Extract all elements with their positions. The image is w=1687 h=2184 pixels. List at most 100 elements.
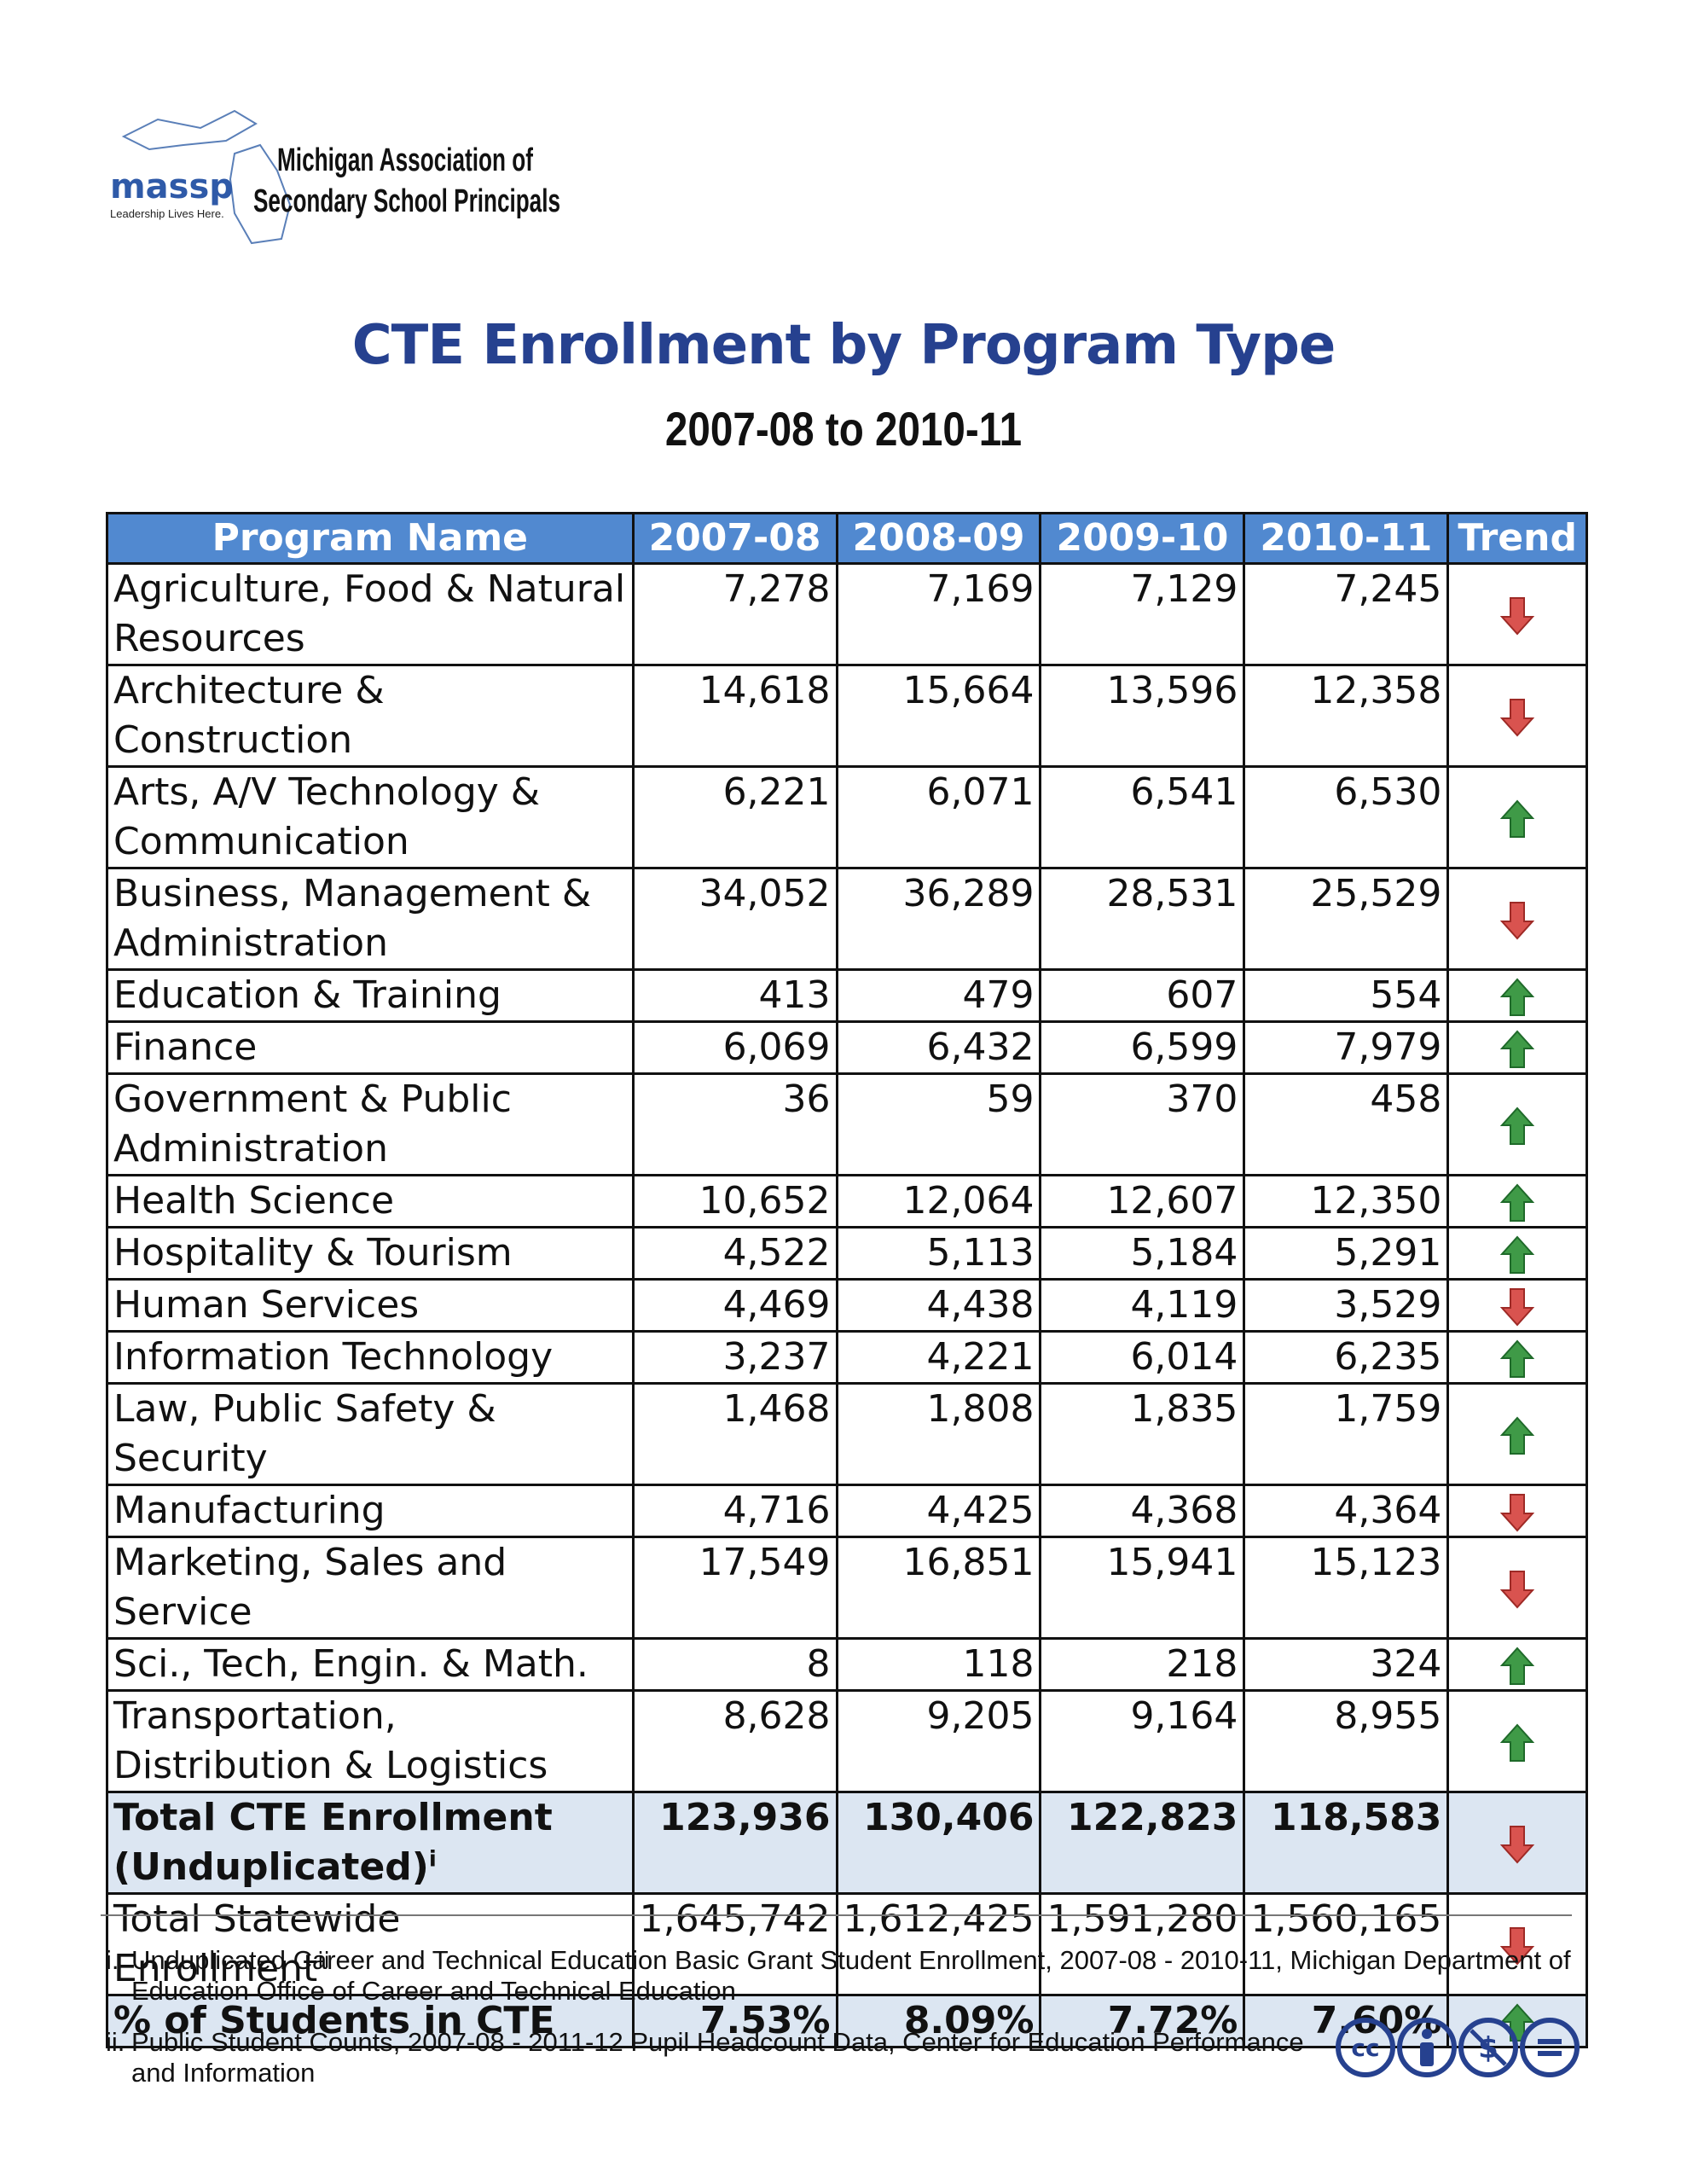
footnote-text: Unduplicated Career and Technical Educat… [131,1945,1571,2006]
enrollment-value: 118,583 [1243,1791,1450,1895]
enrollment-value: 1,759 [1243,1382,1450,1486]
trend-arrow [1499,1288,1535,1327]
enrollment-value: 7.72% [1039,1994,1246,2048]
program-name: Health Science [106,1174,635,1228]
logo: massp Leadership Lives Here. Michigan As… [110,109,560,245]
enrollment-value: 9,205 [835,1689,1042,1793]
trend-arrow [1499,1107,1535,1145]
enrollment-value: 8,955 [1243,1689,1450,1793]
program-name-text: Finance [113,1025,258,1069]
enrollment-value: 4,522 [631,1226,838,1281]
footnote: i. Unduplicated Career and Technical Educ… [106,1945,1573,2007]
enrollment-value: 1,808 [835,1382,1042,1486]
program-name-text: Human Services [113,1283,420,1327]
enrollment-value: 413 [631,968,838,1023]
trend-cell [1446,562,1588,666]
enrollment-value: 6,069 [631,1020,838,1075]
program-name-text: Health Science [113,1179,395,1223]
enrollment-value: 6,599 [1039,1020,1246,1075]
program-name-text: Sci., Tech, Engin. & Math. [113,1642,588,1686]
program-name-text: Marketing, Sales and Service [113,1541,507,1634]
table-row: Information Technology 3,237 4,221 6,014 6,2… [106,1330,1588,1385]
arrow-shape [1499,1288,1535,1327]
enrollment-value: 1,560,165 [1243,1892,1450,1996]
enrollment-value: 3,529 [1243,1278,1450,1333]
program-name-text: Manufacturing [113,1489,386,1532]
trend-arrow [1499,597,1535,636]
program-name: Transportation, Distribution & Logistics [106,1689,635,1793]
enrollment-table: Program Name 2007-08 2008-09 2009-10 2010-11… [106,512,1588,2048]
trend-cell [1446,968,1588,1023]
footnote-ref: i [428,1846,437,1873]
trend-arrow [1499,1571,1535,1609]
enrollment-value: 59 [835,1072,1042,1176]
arrow-shape [1499,699,1535,737]
enrollment-value: 554 [1243,968,1450,1023]
arrow-shape [1499,1647,1535,1685]
arrow-shape [1499,799,1535,838]
arrow-shape [1499,902,1535,940]
enrollment-value: 4,221 [835,1330,1042,1385]
arrow-shape [1499,1494,1535,1532]
column-header: 2010-11 [1243,512,1450,565]
trend-cell [1446,1689,1588,1793]
trend-cell [1446,765,1588,869]
program-name: Agriculture, Food & Natural Resources [106,562,635,666]
enrollment-value: 1,468 [631,1382,838,1486]
trend-arrow [1499,1416,1535,1455]
table-row: Total Statewide Enrollmentii 1,645,742 1,6… [106,1892,1588,1996]
trend-arrow [1499,978,1535,1016]
enrollment-value: 4,425 [835,1484,1042,1538]
trend-arrow [1499,1235,1535,1274]
enrollment-value: 4,119 [1039,1278,1246,1333]
logo-text: massp [110,167,234,206]
footnote-marker: i. [106,1945,119,1975]
arrow-shape [1499,1927,1535,1966]
table-row: Education & Training 413 479 607 554 [106,968,1588,1023]
program-name: Finance [106,1020,635,1075]
arrow-shape [1499,1107,1535,1145]
program-name: Architecture & Construction [106,664,635,768]
table-row: Total CTE Enrollment (Unduplicated)i 123,… [106,1791,1588,1895]
arrow-shape [1499,1183,1535,1222]
arrow-shape [1499,1416,1535,1455]
program-name: Government & Public Administration [106,1072,635,1176]
enrollment-value: 8 [631,1637,838,1692]
enrollment-value: 118 [835,1637,1042,1692]
arrow-shape [1499,1235,1535,1274]
table-row: Arts, A/V Technology & Communication 6,22… [106,765,1588,869]
trend-arrow [1499,1030,1535,1068]
footnote: ii. Public Student Counts, 2007-08 - 2011… [106,2027,1317,2088]
trend-cell [1446,1072,1588,1176]
column-header: 2007-08 [631,512,838,565]
program-name-text: Education & Training [113,973,501,1017]
table-row: Business, Management & Administration 34,… [106,867,1588,971]
enrollment-value: 1,645,742 [631,1892,838,1996]
program-name-text: Total CTE Enrollment (Unduplicated) [113,1796,553,1889]
trend-cell [1446,1382,1588,1486]
trend-cell [1446,1892,1588,1996]
trend-arrow [1499,699,1535,737]
trend-cell [1446,1484,1588,1538]
enrollment-value: 7,129 [1039,562,1246,666]
arrow-shape [1499,1723,1535,1762]
program-name-text: Government & Public Administration [113,1077,512,1170]
program-name: Arts, A/V Technology & Communication [106,765,635,869]
program-name: Marketing, Sales and Service [106,1536,635,1640]
enrollment-value: 7,169 [835,562,1042,666]
table-row: Marketing, Sales and Service 17,549 16,851… [106,1536,1588,1640]
enrollment-value: 130,406 [835,1791,1042,1895]
trend-cell [1446,867,1588,971]
enrollment-value: 7,278 [631,562,838,666]
trend-cell [1446,1330,1588,1385]
footnote-marker: ii. [106,2027,125,2057]
logo-tagline: Leadership Lives Here. [110,207,224,220]
enrollment-value: 28,531 [1039,867,1246,971]
column-header: Trend [1446,512,1588,565]
trend-cell [1446,1174,1588,1228]
program-name-text: Agriculture, Food & Natural Resources [113,567,626,660]
enrollment-value: 5,113 [835,1226,1042,1281]
program-name-text: Transportation, Distribution & Logistics [113,1694,548,1787]
table-row: Agriculture, Food & Natural Resources 7,2… [106,562,1588,666]
